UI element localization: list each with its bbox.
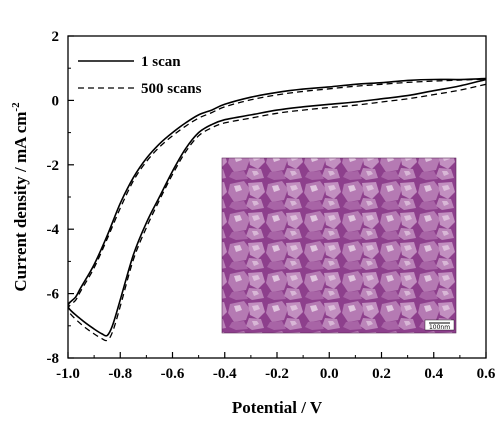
sem-scale-bar-box [424, 319, 455, 331]
y-tick-label: -8 [47, 351, 60, 367]
y-axis-title: Current density / mA cm-2 [10, 102, 30, 292]
y-tick-label: -4 [47, 222, 60, 238]
x-tick-label: 0.4 [424, 366, 443, 382]
series-group [68, 77, 486, 342]
x-tick-label: -1.0 [56, 366, 80, 382]
x-tick-label: -0.2 [265, 366, 289, 382]
y-axis: -8 -6 -4 -2 0 2 [47, 29, 74, 367]
sem-scale-bar-label: 100nm [429, 324, 450, 331]
y-tick-label: 0 [52, 93, 60, 109]
x-tick-label: 0.0 [320, 366, 339, 382]
x-tick-label: -0.4 [213, 366, 237, 382]
sem-inset-image [221, 157, 457, 334]
series-line-500-scans [68, 78, 486, 342]
x-tick-label: 0.6 [477, 366, 496, 382]
legend-label-500-scans: 500 scans [141, 81, 202, 97]
y-tick-label: -6 [47, 287, 60, 303]
y-tick-label: -2 [47, 158, 60, 174]
x-axis: -1.0 -0.8 -0.6 -0.4 -0.2 0.0 0.2 0.4 0.6 [56, 352, 496, 382]
x-tick-label: 0.2 [372, 366, 391, 382]
sem-inset: 100nm [221, 157, 457, 334]
y-tick-label: 2 [52, 29, 60, 45]
x-tick-label: -0.8 [108, 366, 132, 382]
y-axis-title-main: Current density / mA cm [11, 112, 30, 292]
legend-label-1-scan: 1 scan [141, 54, 181, 70]
series-line-1-scan [68, 77, 486, 337]
x-axis-title: Potential / V [232, 398, 323, 417]
x-tick-label: -0.6 [161, 366, 185, 382]
y-axis-title-group: Current density / mA cm-2 [10, 102, 30, 292]
legend: 1 scan 500 scans [78, 54, 202, 97]
y-axis-title-superscript: -2 [10, 102, 22, 112]
